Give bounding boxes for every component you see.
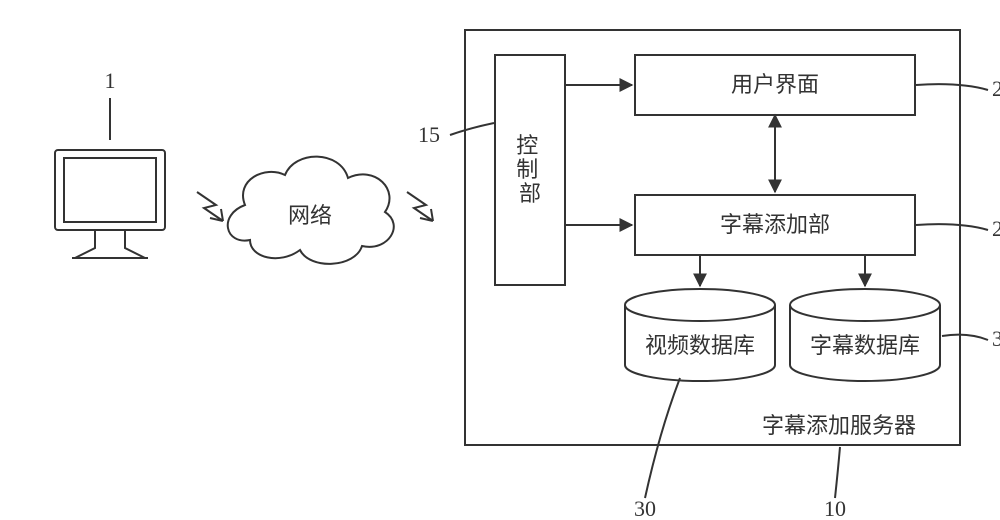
server-label: 字幕添加服务器 xyxy=(762,413,916,438)
network-label: 网络 xyxy=(288,203,332,228)
leader-15 xyxy=(450,123,494,135)
label-num-35: 35 xyxy=(992,326,1000,351)
db-sub-label: 字幕数据库 xyxy=(810,333,920,358)
label-num-25: 25 xyxy=(992,216,1000,241)
computer-icon xyxy=(55,150,165,258)
leader-20 xyxy=(916,84,988,90)
add-label: 字幕添加部 xyxy=(720,212,830,237)
label-num-1: 1 xyxy=(105,68,116,93)
leader-25 xyxy=(916,224,988,230)
label-num-30: 30 xyxy=(634,496,656,520)
bolt-left xyxy=(197,192,223,221)
control-label: 控 制 部 xyxy=(516,133,544,206)
network-cloud: 网络 xyxy=(228,157,394,264)
server-box xyxy=(465,30,960,445)
leader-30 xyxy=(645,378,680,498)
db-subtitle: 字幕数据库 xyxy=(790,289,940,381)
ui-label: 用户界面 xyxy=(731,72,819,97)
db-video-label: 视频数据库 xyxy=(645,333,755,358)
leader-10 xyxy=(835,447,840,498)
label-num-10: 10 xyxy=(824,496,846,520)
bolt-right xyxy=(407,192,433,221)
db-video: 视频数据库 xyxy=(625,289,775,381)
label-num-15: 15 xyxy=(418,122,440,147)
leader-35 xyxy=(942,335,988,340)
label-num-20: 20 xyxy=(992,76,1000,101)
